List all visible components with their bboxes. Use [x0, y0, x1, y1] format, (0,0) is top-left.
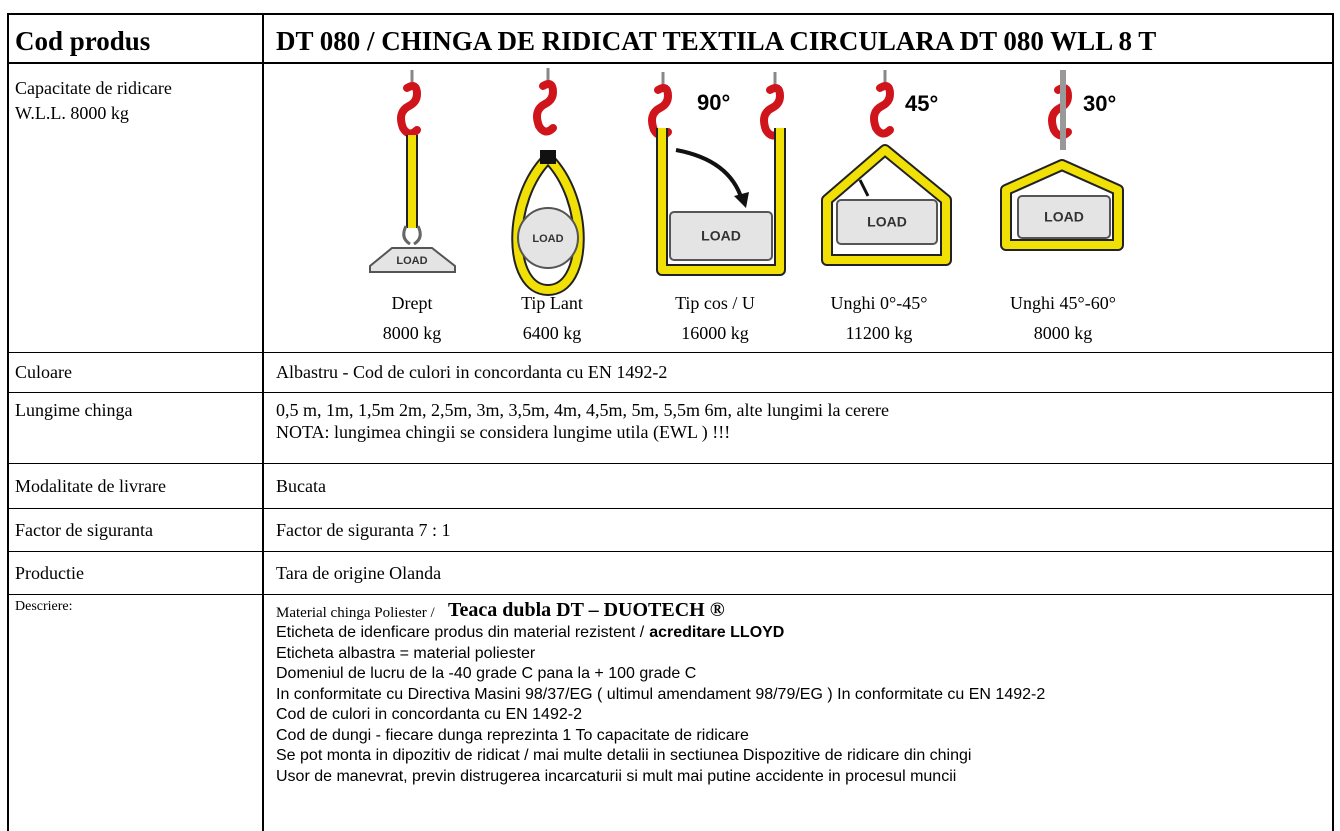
description-strong: acreditare LLOYD — [649, 624, 785, 641]
strap — [1002, 161, 1122, 249]
load-tag: LOAD — [532, 233, 563, 245]
strap — [513, 154, 583, 294]
load-box — [836, 199, 938, 245]
config-name: Unghi 0°-45° — [830, 293, 928, 313]
description-line: Cod de culori in concordanta cu EN 1492-… — [276, 706, 582, 723]
table-border — [7, 62, 1333, 64]
config-load: 6400 kg — [522, 323, 582, 343]
hook — [533, 80, 558, 136]
config-load: 8000 kg — [382, 323, 442, 343]
hook — [760, 84, 785, 140]
load-tag: LOAD — [867, 214, 907, 230]
table-border — [7, 392, 1333, 393]
load-ball — [517, 207, 579, 269]
header-title: DT 080 / CHINGA DE RIDICAT TEXTILA CIRCU… — [276, 26, 1157, 56]
hook — [870, 82, 895, 138]
config-name: Unghi 45°-60° — [1010, 293, 1116, 313]
row-label: Productie — [15, 562, 84, 583]
capacity-label: Capacitate de ridicare — [15, 78, 172, 98]
description-intro: Material chinga Poliester / — [276, 605, 435, 621]
row-text: Bucata — [276, 475, 326, 496]
description-line: Eticheta de idenficare produs din materi… — [276, 624, 645, 641]
load-base — [369, 247, 456, 273]
description-line: Domeniul de lucru de la -40 grade C pana… — [276, 665, 697, 682]
row-label: Culoare — [15, 362, 72, 382]
table-border — [7, 551, 1333, 552]
hook — [397, 82, 422, 138]
capacity-label: W.L.L. 8000 kg — [15, 103, 129, 123]
table-border — [7, 463, 1333, 464]
angle: 45° — [905, 91, 938, 116]
description-line: Cod de dungi - fiecare dunga reprezinta … — [276, 726, 749, 744]
strap — [658, 128, 784, 274]
angle-arrow — [675, 148, 744, 201]
load-tag: LOAD — [701, 228, 741, 244]
table-border — [7, 352, 1333, 353]
config-load: 16000 kg — [681, 323, 749, 343]
angle: 30° — [1083, 91, 1116, 116]
row-text: NOTA: lungimea chingii se considera lung… — [276, 422, 731, 442]
table-border — [7, 508, 1333, 509]
row-text: Albastru - Cod de culori in concordanta … — [276, 362, 668, 382]
table-border — [7, 594, 1333, 595]
row-text: 0,5 m, 1m, 1,5m 2m, 2,5m, 3m, 3,5m, 4m, … — [276, 400, 889, 420]
config-name: Drept — [391, 293, 433, 313]
row-text: Factor de siguranta 7 : 1 — [276, 519, 451, 540]
row-label: Lungime chinga — [15, 400, 133, 420]
table-border — [7, 13, 9, 831]
load-tag: LOAD — [1044, 209, 1084, 225]
config-name: Tip Lant — [521, 293, 583, 313]
row-label: Factor de siguranta — [15, 519, 153, 540]
description-line: Eticheta albastra = material poliester — [276, 644, 536, 662]
description-label: Descriere: — [15, 599, 73, 614]
description-line: In conformitate cu Directiva Masini 98/3… — [276, 685, 1046, 703]
choke — [540, 150, 556, 164]
config-name: Tip cos / U — [675, 293, 755, 313]
strap — [823, 146, 950, 264]
header-label: Cod produs — [15, 26, 151, 56]
table-border — [262, 13, 264, 831]
table-border — [1332, 13, 1334, 831]
load-box — [669, 211, 773, 261]
small-hook — [402, 225, 422, 246]
description-line: Se pot monta in dipozitiv de ridicat / m… — [276, 747, 972, 764]
config-load: 8000 kg — [1033, 323, 1093, 343]
angle: 90° — [697, 90, 730, 115]
table-border — [7, 13, 1333, 15]
description-line: Usor de manevrat, previn distrugerea inc… — [276, 767, 957, 785]
row-label: Modalitate de livrare — [15, 475, 166, 496]
angle-arrow — [858, 179, 870, 197]
row-text: Tara de origine Olanda — [276, 562, 442, 583]
description-brand: Teaca dubla DT – DUOTECH ® — [448, 599, 725, 621]
load-box — [1017, 195, 1111, 239]
arrow-head — [734, 192, 749, 208]
config-load: 11200 kg — [845, 323, 913, 343]
load-tag: LOAD — [396, 255, 427, 267]
hook-wire — [1060, 70, 1066, 150]
